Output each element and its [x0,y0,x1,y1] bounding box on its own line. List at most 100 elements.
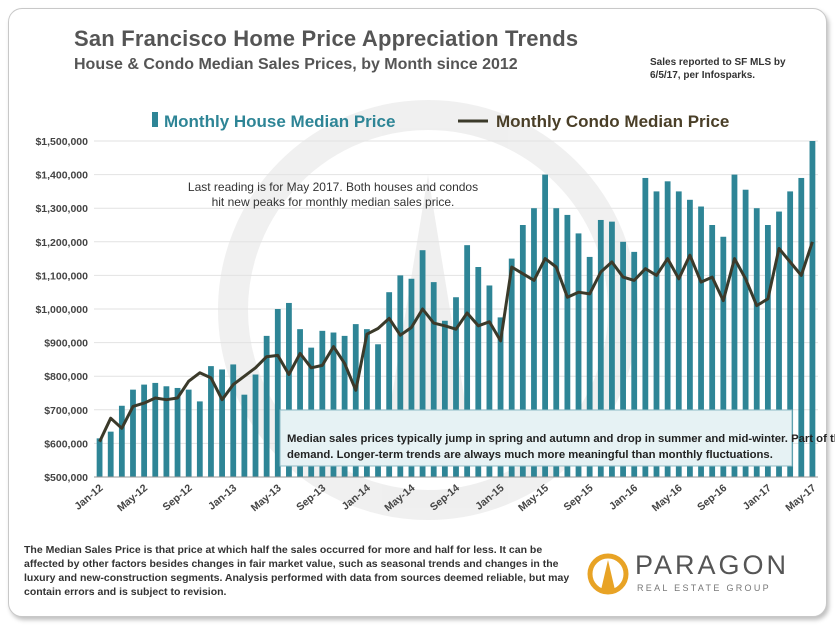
x-tick-label: May-16 [650,482,685,514]
y-tick-label: $1,200,000 [35,237,88,249]
house-bar [597,219,604,477]
price-chart: $500,000 $600,000 $700,000 $800,000 $900,000… [35,100,835,520]
page-subtitle: House & Condo Median Sales Prices, by Mo… [74,56,518,73]
house-bar [196,401,203,477]
house-bar [497,317,504,477]
house-bar [531,208,537,477]
annotation-latest-line1: Last reading is for May 2017. Both house… [188,180,478,194]
house-bar [107,431,114,477]
x-tick-label: Jan-16 [607,482,640,513]
y-tick-label: $800,000 [44,371,88,383]
house-bar [753,208,760,477]
house-bar [118,405,125,477]
house-bar [620,241,626,477]
x-tick-label: May-12 [115,482,150,514]
house-bar [141,384,148,477]
house-bar [809,141,816,477]
x-tick-label: Jan-12 [72,482,105,513]
house-bar [352,324,359,477]
y-tick-label: $600,000 [44,438,88,450]
x-tick-label: Sep-13 [294,482,328,513]
house-bar [776,211,782,477]
house-bar [341,335,348,477]
house-bar [241,394,248,477]
annotation-seasonal-box [279,409,793,467]
x-tick-label: Sep-16 [695,482,729,513]
house-bar [286,302,292,477]
house-bar [185,389,192,477]
house-bar [586,256,593,477]
y-axis-ticks: $500,000 $600,000 $700,000 $800,000 $900,000… [35,136,88,484]
house-bar [609,221,615,477]
y-tick-label: $1,500,000 [35,136,88,148]
house-bar [430,282,437,477]
logo-name: PARAGON [635,550,790,580]
house-bar [297,329,303,477]
house-bar [764,225,771,477]
house-bars [96,141,816,478]
house-bar [553,208,560,477]
house-bar [631,251,638,477]
house-bar [742,189,749,477]
logo-tagline: REAL ESTATE GROUP [637,583,771,593]
house-bar [653,191,660,477]
paragon-logo: PARAGON REAL ESTATE GROUP [587,550,817,600]
legend-house-label: Monthly House Median Price [164,112,395,131]
x-tick-label: May-13 [249,482,284,514]
house-bar [687,199,693,478]
house-bar [542,174,549,477]
house-bar [575,233,582,477]
house-bar [174,387,181,477]
annotation-latest-line2: hit new peaks for monthly median sales p… [212,195,455,209]
house-bar [263,335,270,477]
house-bar [363,329,370,477]
house-bar [731,174,738,477]
house-bar [96,438,103,477]
y-tick-label: $500,000 [44,472,88,484]
y-tick-label: $700,000 [44,405,88,417]
annotation-seasonal-line3: demand. Longer-term trends are always mu… [287,449,773,461]
house-bar [464,245,471,477]
condo-line [98,241,814,443]
house-bar [798,177,805,477]
house-bar [152,382,159,477]
annotation-seasonal: Median sales prices typically jump in sp… [279,409,835,467]
y-tick-label: $1,100,000 [35,270,88,282]
house-bar [397,275,404,477]
house-bar [163,386,170,477]
house-bar [230,364,237,477]
house-bar [453,297,459,477]
house-bar [709,225,716,477]
paragon-logo-icon [587,553,629,595]
legend-condo-label: Monthly Condo Median Price [496,112,729,131]
house-bar [252,374,259,477]
house-bar [330,332,337,477]
house-bar [408,278,415,477]
x-tick-label: May-17 [783,482,818,514]
annotation-seasonal-line2: Median sales prices typically jump in sp… [287,433,835,445]
house-bar [386,292,393,477]
house-bar [475,267,482,477]
y-tick-label: $1,400,000 [35,170,88,182]
house-bar [130,389,136,477]
footnote: The Median Sales Price is that price at … [24,544,570,598]
annotation-latest: Last reading is for May 2017. Both house… [188,180,478,209]
x-tick-label: Sep-15 [561,482,595,513]
house-bar [675,191,682,477]
house-bar [698,206,704,477]
y-tick-label: $1,000,000 [35,304,88,316]
house-bar [486,285,493,477]
house-bar [208,366,214,477]
y-tick-label: $1,300,000 [35,203,88,215]
house-bar [720,236,727,477]
house-bar [564,214,571,478]
source-note: Sales reported to SF MLS by 6/5/17, per … [650,57,786,81]
house-bar [664,181,671,477]
house-bar [219,369,225,477]
house-bar [441,320,448,477]
house-bar [519,225,526,477]
house-bar [642,177,649,477]
house-bar [508,258,515,477]
x-tick-label: Jan-17 [741,482,774,513]
house-bar [274,309,281,477]
